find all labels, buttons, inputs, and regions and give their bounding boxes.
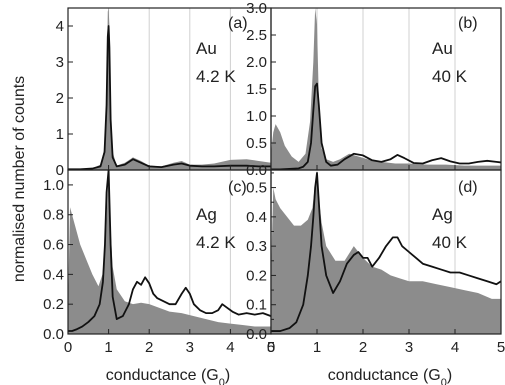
histogram-line (68, 170, 271, 332)
panel-letter: (b) (458, 15, 478, 32)
x-tick-label: 0 (64, 339, 72, 356)
x-tick-label: 2 (145, 339, 153, 356)
plot-area (271, 172, 501, 334)
x-axis-title-left: conductance (G0) (106, 367, 230, 385)
panel-a: 0 1 2 3 4 (a) Au 4.2 K (56, 7, 272, 179)
y-tick-label: 0.0 (43, 326, 64, 343)
x-tick-label: 1 (313, 339, 321, 356)
panel-frame (67, 7, 272, 171)
y-tick-label: 0.6 (43, 237, 64, 254)
histogram-line (271, 82, 501, 170)
panel-frame (270, 7, 502, 171)
panel-c: 0.0 0.2 0.4 0.6 0.8 1.0 0 1 2 3 4 5 (c) Ag 4.2 K (43, 169, 275, 356)
y-tick-label: 0.5 (246, 180, 267, 197)
x-axis-title-sub: 0 (441, 377, 447, 385)
x-tick-label: 3 (405, 339, 413, 356)
metal-label: Ag (432, 205, 453, 224)
histogram-line (68, 25, 271, 170)
y-tick-label: 2 (56, 90, 64, 107)
x-axis-title-end: ) (225, 367, 230, 384)
histogram-fill (68, 170, 271, 334)
y-tick-label: 0.2 (43, 296, 64, 313)
temperature-label: 4.2 K (196, 233, 236, 252)
y-tick-label: 1 (56, 126, 64, 143)
metal-label: Au (196, 39, 217, 58)
panel-letter: (a) (228, 15, 248, 32)
x-tick-label: 3 (186, 339, 194, 356)
x-axis-title-end: ) (447, 367, 452, 384)
y-tick-label: 1.0 (43, 177, 64, 194)
histogram-fill (68, 8, 271, 170)
plot-area (68, 170, 271, 334)
y-tick-label: 3.0 (246, 0, 267, 17)
y-tick-label: 0.8 (43, 207, 64, 224)
histogram-fill (271, 8, 501, 170)
y-tick-label: 4 (56, 18, 64, 35)
y-tick-label: 0.4 (43, 266, 64, 283)
x-axis-title-sub: 0 (219, 377, 225, 385)
y-tick-label: 0.0 (246, 326, 267, 343)
x-tick-label: 1 (104, 339, 112, 356)
panel-frame (270, 169, 502, 335)
histogram-fill (271, 172, 501, 334)
panel-d: 0.0 0.1 0.2 0.3 0.4 0.5 0 1 2 3 4 5 (d) Ag 40 K (246, 169, 505, 356)
y-tick-label: 1.5 (246, 81, 267, 98)
panels: 0 1 2 3 4 (a) Au 4.2 K 0.0 0.5 1.0 1.5 2.0 2.5 3.0 (b) A… (43, 0, 505, 356)
y-tick-label: 0.3 (246, 238, 267, 255)
x-tick-label: 5 (267, 339, 275, 356)
panel-letter: (c) (228, 179, 247, 196)
x-tick-label: 4 (226, 339, 234, 356)
metal-label: Au (432, 39, 453, 58)
y-axis-title: normalised number of counts (11, 76, 28, 282)
temperature-label: 4.2 K (196, 67, 236, 86)
temperature-label: 40 K (432, 67, 468, 86)
plot-area (68, 8, 271, 170)
y-tick-label: 0.2 (246, 267, 267, 284)
panel-letter: (d) (458, 179, 478, 196)
histogram-line (271, 172, 501, 332)
y-tick-label: 3 (56, 54, 64, 71)
x-axis-title-right: conductance (G0) (328, 367, 452, 385)
y-tick-label: 0 (56, 162, 64, 179)
y-tick-label: 0.5 (246, 135, 267, 152)
x-tick-label: 5 (497, 339, 505, 356)
plot-area (271, 8, 501, 170)
temperature-label: 40 K (432, 233, 468, 252)
x-axis-title-main: conductance (G (328, 367, 441, 384)
y-tick-label: 2.5 (246, 27, 267, 44)
y-tick-label: 0.4 (246, 209, 267, 226)
y-tick-label: 2.0 (246, 54, 267, 71)
y-tick-label: 1.0 (246, 108, 267, 125)
x-axis-title-main: conductance (G (106, 367, 219, 384)
x-tick-label: 0 (267, 339, 275, 356)
x-tick-label: 4 (451, 339, 459, 356)
x-tick-label: 2 (359, 339, 367, 356)
y-tick-label: 0.1 (246, 297, 267, 314)
metal-label: Ag (196, 205, 217, 224)
